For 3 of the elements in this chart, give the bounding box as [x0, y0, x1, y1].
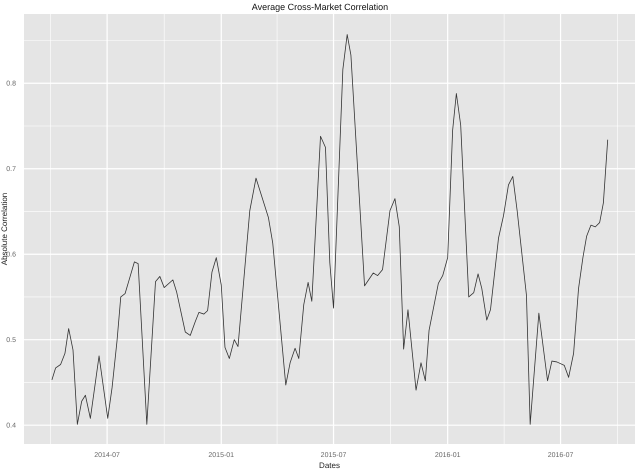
chart-title: Average Cross-Market Correlation: [250, 1, 390, 14]
x-axis-title: Dates: [319, 461, 340, 470]
line-series: [52, 34, 608, 425]
